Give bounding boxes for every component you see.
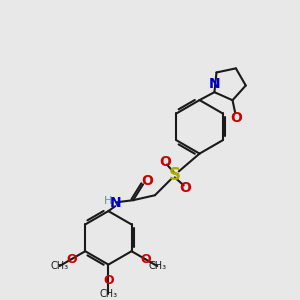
Text: S: S [169, 167, 181, 184]
Text: O: O [230, 111, 242, 125]
Text: CH₃: CH₃ [99, 289, 117, 299]
Text: N: N [110, 196, 121, 210]
Text: N: N [208, 77, 220, 91]
Text: O: O [141, 174, 153, 188]
Text: O: O [140, 253, 151, 266]
Text: H: H [104, 196, 112, 206]
Text: O: O [66, 253, 77, 266]
Text: O: O [180, 181, 192, 195]
Text: CH₃: CH₃ [148, 261, 166, 271]
Text: O: O [159, 154, 171, 169]
Text: CH₃: CH₃ [50, 261, 68, 271]
Text: O: O [103, 274, 114, 287]
